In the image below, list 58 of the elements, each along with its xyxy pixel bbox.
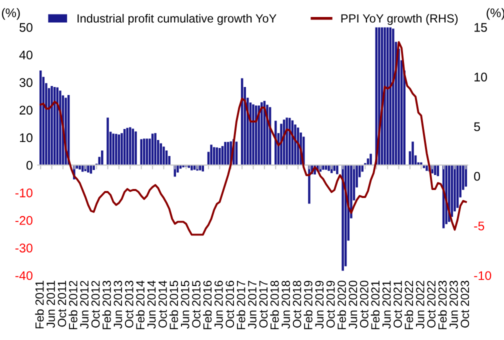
y2-tick-label: 15 (474, 23, 487, 32)
x-tick-label: Jun 2022 (416, 280, 424, 329)
y2-tick-label: 5 (474, 122, 480, 132)
x-tick-label: Feb 2015 (169, 280, 178, 330)
x-tick-label: Feb 2023 (438, 280, 447, 330)
x-tick-label: Jun 2015 (180, 280, 190, 329)
x-tick-label: Jun 2012 (80, 280, 89, 329)
x-tick-label: Jun 2013 (114, 280, 122, 329)
x-tick-label: Feb 2022 (404, 280, 414, 330)
x-tick-label: Jun 2018 (282, 280, 290, 329)
x-tick-label: Jun 2023 (450, 280, 458, 329)
x-tick-label: Oct 2012 (91, 280, 100, 328)
x-tick-label: Jun 2020 (348, 280, 358, 329)
y2-tick-label: 10 (474, 72, 487, 82)
y-tick-label: 10 (20, 133, 32, 142)
x-tick-label: Feb 2011 (35, 280, 44, 328)
y-axis-title: (%) (2, 8, 20, 20)
x-tick-label: Jun 2014 (147, 280, 156, 329)
x-tick-label: Oct 2013 (124, 280, 134, 328)
x-tick-label: Feb 2012 (68, 280, 78, 330)
x-tick-label: Oct 2019 (326, 280, 335, 328)
y-tick-label: -40 (15, 271, 32, 280)
legend-label: Industrial profit cumulative growth YoY (78, 14, 276, 25)
x-tick-label: Oct 2018 (292, 280, 302, 328)
x-tick-label: Feb 2017 (236, 280, 246, 330)
x-tick-label: Oct 2022 (427, 280, 436, 328)
y2-tick-label: 0 (474, 172, 480, 181)
x-tick-label: Feb 2018 (270, 280, 279, 330)
legend-label: PPI YoY growth (RHS) (341, 14, 458, 25)
y-tick-label: 20 (20, 106, 32, 115)
x-tick-label: Feb 2020 (337, 280, 346, 330)
y-tick-label: 30 (20, 78, 32, 88)
y-tick-label: 50 (20, 23, 32, 32)
y-tick-label: -10 (15, 188, 32, 198)
x-tick-label: Oct 2015 (192, 280, 200, 328)
x-tick-label: Oct 2011 (58, 280, 66, 327)
y2-tick-label: -10 (474, 271, 492, 280)
x-tick-label: Jun 2019 (315, 280, 324, 329)
x-tick-label: Oct 2016 (226, 280, 234, 328)
x-tick-label: Oct 2021 (394, 280, 402, 328)
x-tick-label: Oct 2023 (460, 280, 470, 328)
x-tick-label: Feb 2019 (304, 280, 312, 330)
x-tick-label: Oct 2014 (158, 280, 167, 328)
y-tick-label: 40 (19, 50, 32, 60)
y-tick-label: -30 (15, 244, 32, 252)
x-tick-label: Jun 2021 (382, 280, 391, 329)
x-tick-label: Feb 2013 (102, 280, 111, 330)
y-tick-label: 0 (26, 160, 32, 170)
x-tick-label: Jun 2017 (248, 280, 256, 329)
x-tick-label: Oct 2017 (259, 280, 268, 328)
x-tick-label: Feb 2016 (202, 280, 212, 330)
x-tick-label: Feb 2014 (136, 280, 144, 330)
x-tick-label: Oct 2020 (360, 280, 368, 328)
y2-tick-label: -5 (474, 222, 484, 230)
x-tick-label: Jun 2016 (214, 280, 223, 329)
x-tick-label: Feb 2021 (370, 280, 380, 330)
y-tick-label: -20 (15, 216, 32, 225)
x-tick-label: Jun 2011 (46, 280, 55, 328)
